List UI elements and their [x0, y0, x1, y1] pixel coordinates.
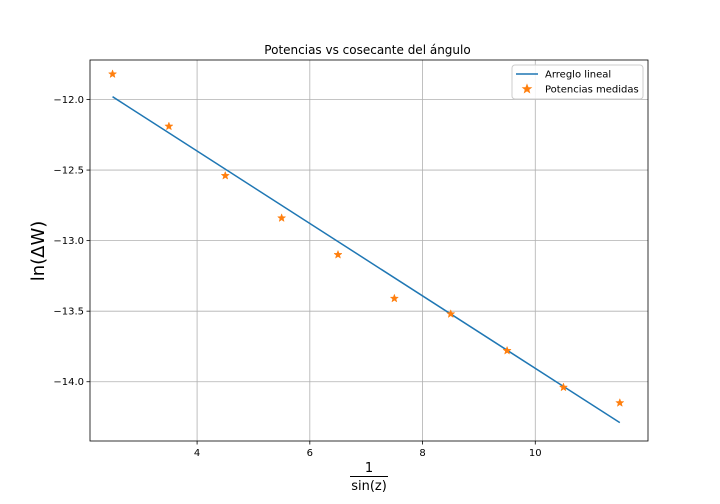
data-point-star	[220, 170, 230, 180]
x-axis-label-numerator: 1	[365, 461, 373, 476]
y-tick-label: −12.0	[53, 95, 84, 106]
y-tick-label: −14.0	[53, 377, 84, 388]
fit-line	[112, 96, 621, 424]
x-tick-label: 6	[307, 448, 313, 459]
data-point-star	[615, 397, 625, 407]
axis-ticks: 4 6 8 10 −12.0 −12.5 −13.0 −13.5 −14.0	[53, 95, 541, 459]
chart-title: Potencias vs cosecante del ángulo	[264, 43, 470, 57]
y-tick-label: −13.5	[53, 307, 84, 318]
x-tick-label: 8	[419, 448, 425, 459]
legend-star-marker	[521, 83, 533, 94]
data-point-star	[164, 121, 174, 131]
data-point-star	[389, 293, 400, 303]
legend-label-scatter: Potencias medidas	[545, 85, 639, 96]
grid	[90, 60, 648, 441]
plot-area	[107, 69, 625, 424]
x-tick-label: 4	[194, 448, 200, 459]
legend-label-line: Arreglo lineal	[545, 70, 611, 81]
data-point-star	[558, 382, 569, 392]
data-point-star	[276, 213, 287, 223]
legend: Arreglo lineal Potencias medidas	[511, 64, 644, 100]
y-axis-label: ln(ΔW)	[28, 221, 49, 282]
legend-box	[511, 64, 644, 100]
y-tick-label: −12.5	[53, 166, 84, 177]
data-point-star	[107, 69, 118, 79]
x-axis-label: 1 sin(z)	[350, 461, 388, 494]
data-point-star	[446, 309, 456, 318]
x-axis-label-denominator: sin(z)	[351, 479, 387, 494]
y-tick-label: −13.0	[53, 236, 84, 247]
x-tick-label: 10	[529, 448, 542, 459]
data-point-star	[502, 345, 512, 355]
axes-frame	[89, 59, 649, 442]
data-point-star	[333, 249, 343, 259]
